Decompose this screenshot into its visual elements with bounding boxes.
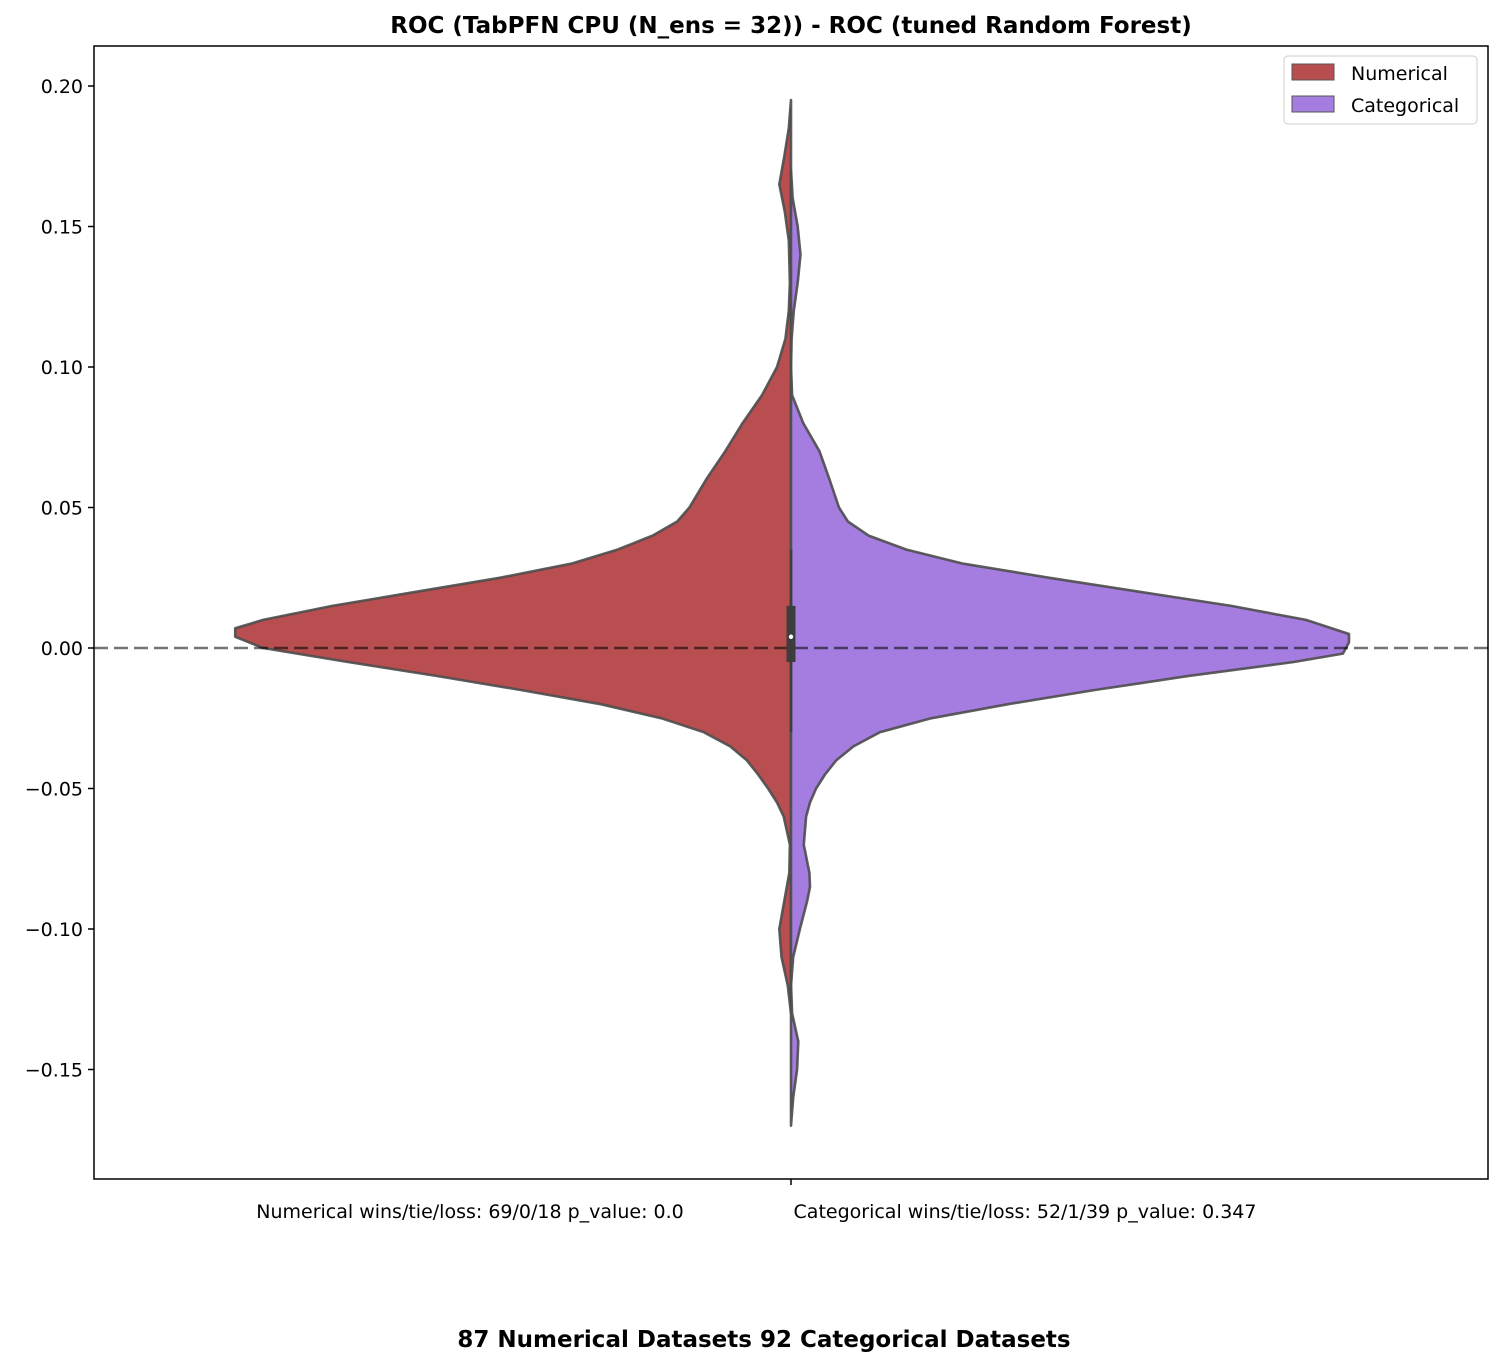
box-median-dot: [788, 634, 794, 639]
box-iqr: [786, 605, 796, 663]
legend-swatch-categorical: [1291, 95, 1335, 113]
y-tick-label: −0.05: [25, 779, 83, 801]
y-tick-label: 0.05: [41, 498, 83, 520]
y-tick-label: 0.15: [41, 217, 83, 239]
categorical-stats-label: Categorical wins/tie/loss: 52/1/39 p_val…: [794, 1201, 1257, 1223]
chart-title: ROC (TabPFN CPU (N_ens = 32)) - ROC (tun…: [390, 13, 1191, 39]
plot-frame: [93, 45, 1489, 1180]
y-tick-label: −0.15: [25, 1060, 83, 1082]
y-tick-label: 0.00: [41, 638, 83, 660]
violins-layer: [233, 98, 1351, 1127]
x-axis-label: 87 Numerical Datasets 92 Categorical Dat…: [457, 1327, 1070, 1353]
y-tick-label: 0.20: [41, 76, 83, 98]
y-axis: 0.20 0.15 0.10 0.05 0.00 −0.05 −0.10 −0.15: [25, 76, 94, 1082]
legend-label-categorical: Categorical: [1351, 95, 1459, 117]
inner-box-layer: [786, 549, 796, 733]
legend-label-numerical: Numerical: [1351, 63, 1448, 85]
legend: Numerical Categorical: [1283, 55, 1478, 125]
y-tick-label: −0.10: [25, 919, 83, 941]
numerical-stats-label: Numerical wins/tie/loss: 69/0/18 p_value…: [256, 1201, 683, 1223]
violin-categorical: [789, 169, 1351, 1127]
violin-numerical: [233, 98, 793, 1015]
y-tick-label: 0.10: [41, 357, 83, 379]
legend-swatch-numerical: [1291, 63, 1335, 81]
